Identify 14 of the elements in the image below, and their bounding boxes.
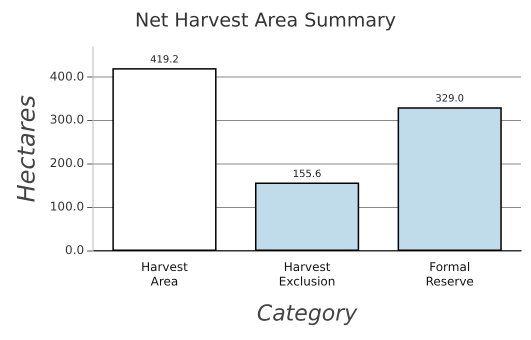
- y-tick-label: 400.0: [50, 69, 84, 84]
- chart-title: Net Harvest Area Summary: [134, 9, 396, 32]
- x-axis-title: Category: [256, 302, 358, 327]
- data-label: 155.6: [292, 168, 322, 180]
- y-axis-title: Hectares: [12, 95, 41, 202]
- x-tick-label: Harvest Area: [141, 260, 188, 289]
- x-tick-label: Harvest Exclusion: [278, 260, 336, 289]
- data-label: 419.2: [150, 54, 179, 66]
- data-label: 329.0: [435, 94, 464, 105]
- y-tick-label: 0.0: [65, 242, 84, 257]
- y-tick-label: 100.0: [50, 200, 84, 214]
- y-tick-label: 200.0: [50, 156, 84, 170]
- y-tick-label: 300.0: [50, 112, 84, 127]
- x-tick-label: Formal Reserve: [426, 260, 474, 289]
